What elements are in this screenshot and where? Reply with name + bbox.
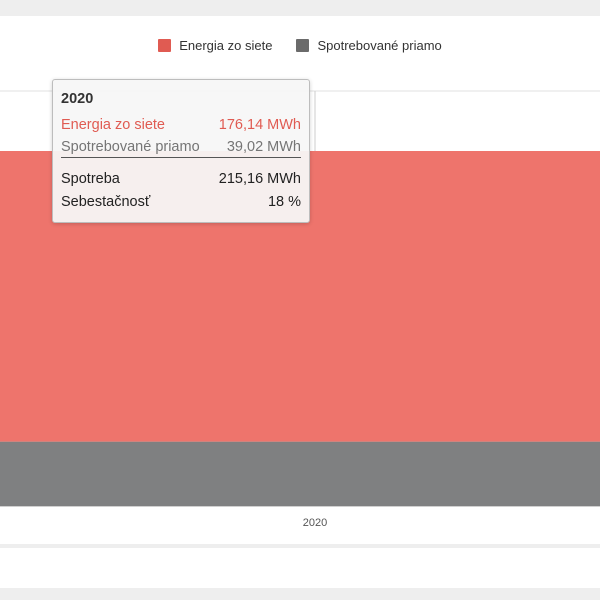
tooltip-row-energia-name: Energia zo siete: [61, 117, 165, 133]
bottom-panel: [0, 548, 600, 588]
tooltip-separator: [61, 157, 301, 158]
legend-label-spotrebovane: Spotrebované priamo: [317, 37, 442, 53]
tooltip-row-energia-value: 176,14 MWh: [218, 117, 301, 133]
chart-legend: Energia zo siete Spotrebované priamo: [0, 36, 600, 54]
bar-segment-spotrebovane-priamo[interactable]: [0, 441, 600, 506]
legend-item-spotrebovane-priamo[interactable]: Spotrebované priamo: [296, 36, 442, 54]
tooltip-row-spotrebovane-value: 39,02 MWh: [226, 139, 301, 155]
x-tick-label: 2020: [303, 517, 327, 529]
tooltip-row-spotreba: Spotreba 215,16 MWh: [61, 171, 301, 189]
tooltip-row-sebestacnost-value: 18 %: [267, 194, 301, 210]
tooltip-row-spotreba-value: 215,16 MWh: [218, 171, 301, 187]
tooltip-title: 2020: [61, 91, 94, 107]
tooltip-row-spotreba-name: Spotreba: [61, 171, 120, 187]
tooltip-row-energia: Energia zo siete 176,14 MWh: [61, 117, 301, 135]
tooltip-row-sebestacnost-name: Sebestačnosť: [61, 194, 151, 210]
tooltip-row-spotrebovane-name: Spotrebované priamo: [61, 139, 200, 155]
legend-swatch-energia: [158, 38, 172, 52]
tooltip-row-sebestacnost: Sebestačnosť 18 %: [61, 194, 301, 212]
legend-label-energia: Energia zo siete: [179, 37, 273, 53]
chart-tooltip: 2020 Energia zo siete 176,14 MWh Spotreb…: [52, 79, 310, 223]
legend-swatch-spotrebovane: [296, 38, 310, 52]
legend-item-energia-zo-siete[interactable]: Energia zo siete: [158, 36, 272, 54]
tooltip-row-spotrebovane: Spotrebované priamo 39,02 MWh: [61, 139, 301, 157]
